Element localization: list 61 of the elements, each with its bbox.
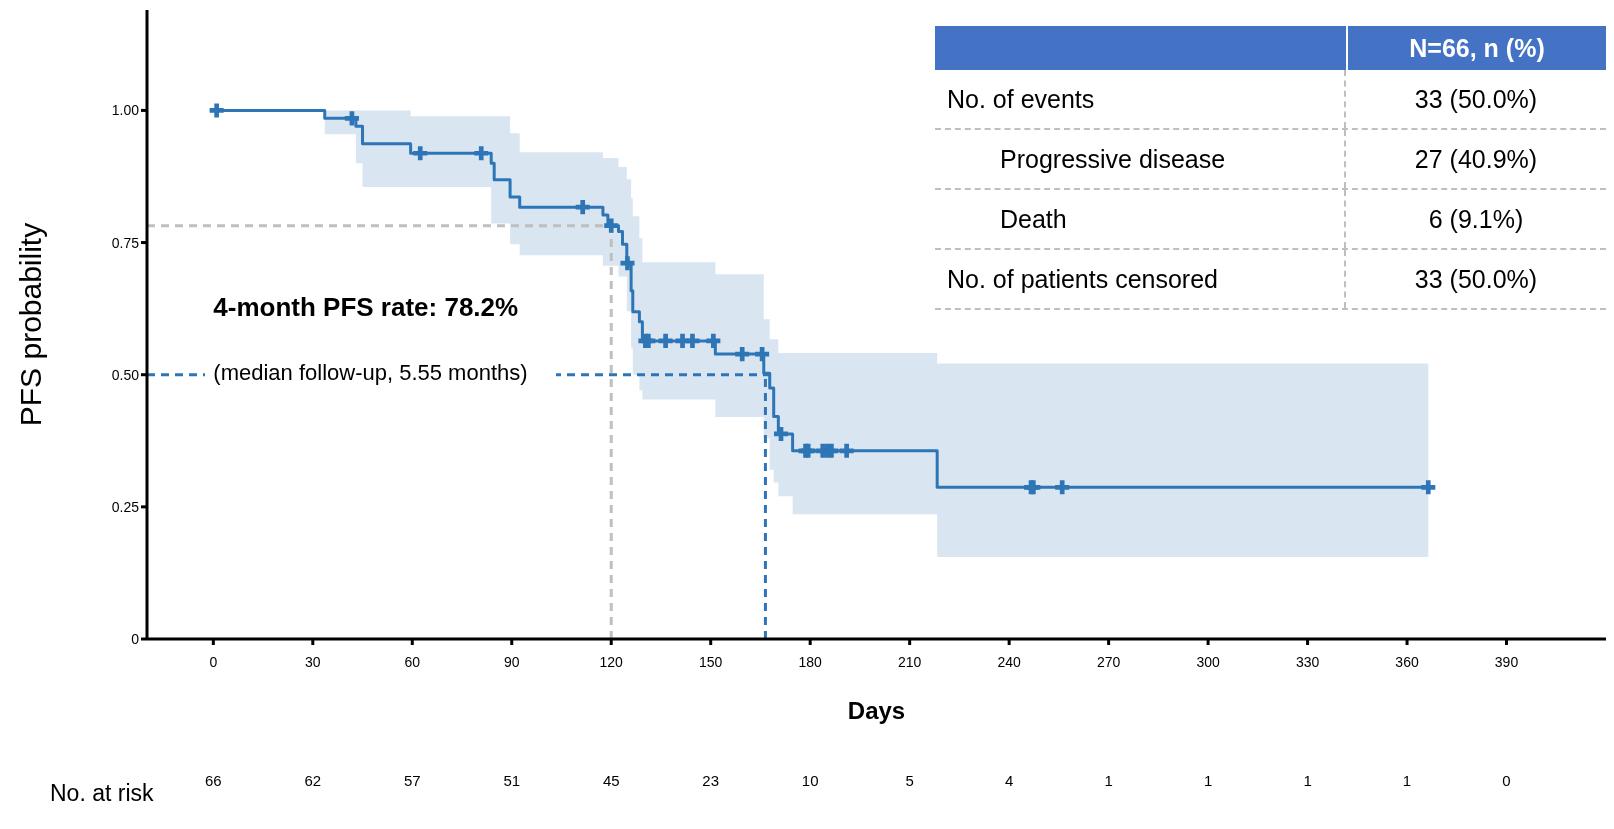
text: 51 xyxy=(502,772,522,789)
annotation: 33 (50.0%) xyxy=(1413,263,1539,295)
annotation: 33 (50.0%) xyxy=(1413,83,1539,115)
text: 1 xyxy=(1401,772,1413,789)
y-tick-label: 0.50 xyxy=(111,366,140,383)
x-tick-label: 270 xyxy=(1096,653,1121,670)
text: 57 xyxy=(402,772,422,789)
annotation: No. of patients censored xyxy=(935,250,1346,308)
x-tick-label: 300 xyxy=(1196,653,1220,670)
text: 66 xyxy=(203,772,223,789)
annotation: 27 (40.9%) xyxy=(1413,143,1539,175)
point xyxy=(474,146,489,161)
y-tick-label: 0 xyxy=(131,630,140,647)
x-tick-label: 360 xyxy=(1395,653,1419,670)
point xyxy=(685,333,700,348)
text: 1 xyxy=(1302,772,1313,789)
x-tick-label: 30 xyxy=(305,653,321,670)
text: 62 xyxy=(303,772,323,789)
text: 45 xyxy=(601,772,621,789)
x-tick-label: 180 xyxy=(798,653,823,670)
y-tick-label: 0.25 xyxy=(111,498,140,515)
x-axis-title: Days xyxy=(847,697,906,724)
annotation: 4-month PFS rate: 78.2% xyxy=(213,292,519,323)
text: 1 xyxy=(1103,772,1114,789)
point xyxy=(658,333,673,348)
text: 0 xyxy=(1501,772,1512,789)
text: 1 xyxy=(1202,772,1214,789)
text: 10 xyxy=(800,772,820,789)
x-tick-label: 60 xyxy=(404,653,421,670)
point xyxy=(1055,480,1070,495)
x-tick-label: 150 xyxy=(699,653,723,670)
point xyxy=(575,200,590,215)
point xyxy=(839,443,854,458)
point xyxy=(413,146,428,161)
x-tick-label: 330 xyxy=(1295,653,1320,670)
text: 5 xyxy=(904,772,915,789)
annotation: (median follow-up, 5.55 months) xyxy=(205,359,556,386)
x-tick-label: 0 xyxy=(209,653,218,670)
point xyxy=(209,103,224,118)
x-tick-label: 390 xyxy=(1494,653,1519,670)
annotation: Progressive disease xyxy=(935,130,1346,188)
x-tick-label: 210 xyxy=(897,653,922,670)
text: 4 xyxy=(1003,772,1015,789)
point xyxy=(620,256,635,271)
y-tick-label: 0.75 xyxy=(111,234,140,251)
y-axis-title: PFS probability xyxy=(13,222,47,427)
point xyxy=(706,333,721,348)
y-tick-label: 1.00 xyxy=(111,102,140,119)
point xyxy=(344,111,359,126)
point xyxy=(1421,480,1436,495)
text: No. at risk xyxy=(50,780,154,807)
x-tick-label: 90 xyxy=(503,653,520,670)
x-tick-label: 240 xyxy=(997,653,1022,670)
point xyxy=(604,218,619,233)
annotation: 6 (9.1%) xyxy=(1427,203,1525,235)
text: 23 xyxy=(701,772,721,789)
x-tick-label: 120 xyxy=(599,653,624,670)
annotation: Death xyxy=(935,190,1346,248)
annotation: No. of events xyxy=(935,70,1346,128)
annotation: N=66, n (%) xyxy=(1408,32,1546,64)
point xyxy=(735,347,750,362)
